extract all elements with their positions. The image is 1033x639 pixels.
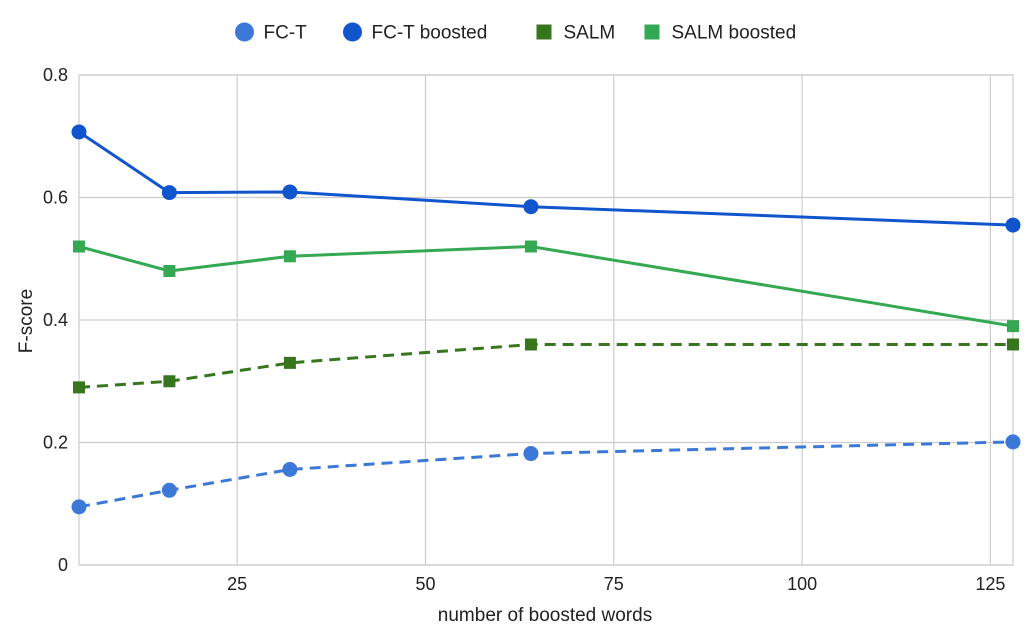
y-tick-label: 0.4 [43,310,68,330]
x-tick-label: 100 [787,574,817,594]
x-axis-label: number of boosted words [438,605,652,626]
data-point-fc-t [161,482,177,498]
data-point-salm [163,375,176,388]
y-axis-label: F-score [16,289,37,353]
data-point-fc-t-boosted [523,199,539,215]
data-point-salm-boosted [73,240,85,253]
legend-item-fc-t-boosted: FC-T boosted [343,22,488,44]
legend-label-salm-boosted: SALM boosted [672,23,797,44]
legend-item-fc-t: FC-T [235,22,308,44]
data-point-salm-boosted [283,250,296,263]
legend-item-salm-boosted: SALM boosted [644,23,797,44]
series-line-salm [78,343,1013,389]
data-point-fc-t [282,461,298,477]
axes: 25 50 75 100 125 0 0.2 0.4 0.6 0.8 [43,65,1005,594]
x-tick-label: 50 [415,574,435,594]
data-point-salm-boosted [163,265,176,277]
y-tick-label: 0.8 [43,65,68,85]
series-line-fc-t [78,440,1014,509]
plot-border [78,74,1014,566]
gridlines [78,74,1014,566]
data-point-fc-t [71,499,87,515]
y-tick-label: 0 [58,555,68,575]
data-point-fc-t-boosted [161,185,177,201]
legend-marker-salm-boosted [644,24,660,40]
legend-marker-salm [536,24,552,40]
x-tick-label: 25 [227,574,247,594]
legend-marker-fc-t [235,22,254,42]
series-line-fc-t-boosted [78,130,1014,227]
data-point-salm [1007,338,1019,351]
legend-item-salm: SALM [536,23,616,44]
data-point-fc-t [1005,434,1021,450]
data-point-fc-t-boosted [282,184,298,200]
legend-label-salm: SALM [564,23,616,44]
x-tick-label: 125 [975,574,1005,594]
legend-label-fc-t-boosted: FC-T boosted [372,23,488,44]
legend: FC-T FC-T boosted SALM SALM boosted [235,22,797,44]
data-point-fc-t [523,446,539,462]
data-point-salm [283,356,296,369]
data-point-salm [73,381,85,394]
x-tick-label: 75 [604,574,624,594]
data-point-fc-t-boosted [1005,217,1021,233]
series-line-salm-boosted [78,245,1014,328]
data-point-salm-boosted [524,240,537,253]
legend-marker-fc-t-boosted [343,22,362,42]
y-tick-label: 0.2 [43,433,68,453]
data-point-salm [524,338,537,351]
data-point-fc-t-boosted [71,124,87,140]
y-tick-label: 0.6 [43,188,68,208]
data-point-salm-boosted [1007,320,1019,333]
series-group [71,124,1021,515]
legend-label-fc-t: FC-T [264,23,308,44]
